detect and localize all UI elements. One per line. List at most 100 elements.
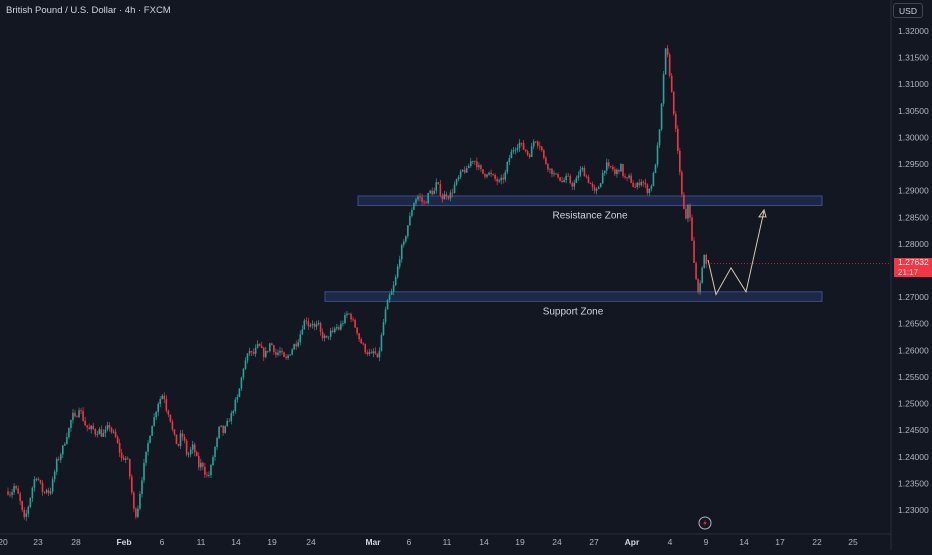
candle-body: [517, 148, 519, 150]
candle-body: [285, 357, 287, 358]
candle-body: [135, 509, 137, 517]
candle-body: [11, 492, 13, 495]
candle-body: [498, 180, 500, 181]
price-tick-label: 1.32000: [898, 26, 929, 36]
candle-body: [500, 178, 502, 181]
candle-body: [113, 432, 115, 433]
candle-body: [350, 314, 352, 320]
last-price-value: 1.27632: [898, 258, 932, 268]
price-tick-label: 1.28000: [898, 239, 929, 249]
candle-body: [624, 176, 626, 177]
time-tick-label: 27: [589, 537, 599, 547]
candle-body: [697, 279, 699, 292]
candle-body: [19, 494, 21, 501]
candle-body: [693, 241, 695, 263]
candle-body: [226, 421, 228, 426]
candle-body: [645, 183, 647, 185]
candle-body: [147, 443, 149, 452]
candle-body: [306, 321, 308, 322]
candle-body: [381, 335, 383, 351]
candle-body: [188, 454, 190, 455]
candle-body: [198, 456, 200, 467]
candle-body: [413, 203, 415, 210]
candle-body: [415, 199, 417, 203]
price-tick-label: 1.28500: [898, 212, 929, 222]
candle-body: [502, 178, 504, 180]
candle-body: [44, 492, 46, 493]
candle-body: [462, 170, 464, 172]
candle-body: [561, 181, 563, 182]
time-tick-label: 22: [812, 537, 822, 547]
last-price-label: 1.27632 21:17: [894, 258, 932, 277]
time-tick-label: 9: [704, 537, 709, 547]
candle-body: [342, 323, 344, 324]
candle-body: [531, 146, 533, 156]
candle-body: [679, 151, 681, 172]
candle-body: [649, 189, 651, 193]
candle-body: [665, 48, 667, 74]
candle-body: [180, 433, 182, 445]
candle-body: [401, 245, 403, 260]
candle-body: [163, 396, 165, 399]
candle-body: [133, 493, 135, 509]
candle-body: [663, 74, 665, 103]
candle-body: [379, 351, 381, 358]
candle-body: [172, 422, 174, 430]
candle-body: [178, 444, 180, 446]
candle-body: [247, 353, 249, 360]
candle-body: [267, 351, 269, 352]
candle-body: [523, 143, 525, 150]
candle-body: [143, 463, 145, 481]
candle-body: [202, 463, 204, 467]
candle-body: [578, 176, 580, 178]
candle-body: [76, 416, 78, 417]
candle-body: [200, 463, 202, 468]
candle-body: [310, 325, 312, 326]
candle-body: [488, 173, 490, 175]
candle-body: [612, 167, 614, 169]
candle-body: [675, 114, 677, 129]
candle-body: [289, 355, 291, 356]
time-tick-label: 11: [197, 537, 206, 547]
candle-body: [97, 434, 99, 435]
candle-body: [423, 202, 425, 203]
candle-body: [218, 427, 220, 438]
symbol-title[interactable]: British Pound / U.S. Dollar · 4h · FXCM: [6, 5, 171, 16]
candle-body: [168, 411, 170, 415]
candle-body: [535, 142, 537, 143]
candle-body: [287, 356, 289, 358]
candle-body: [509, 158, 511, 162]
candle-body: [283, 352, 285, 357]
candle-body: [184, 437, 186, 441]
candle-body: [626, 177, 628, 178]
candle-body: [622, 164, 624, 176]
candle-body: [23, 510, 25, 517]
candle-body: [484, 174, 486, 177]
currency-button[interactable]: USD: [893, 3, 923, 18]
candle-body: [251, 351, 253, 352]
candle-body: [440, 184, 442, 195]
candle-body: [371, 352, 373, 353]
candle-body: [15, 486, 17, 488]
candle-body: [139, 494, 141, 509]
price-tick-label: 1.31500: [898, 53, 929, 63]
candle-body: [657, 145, 659, 164]
candle-body: [196, 452, 198, 456]
candle-body: [539, 146, 541, 147]
candle-body: [265, 351, 267, 357]
candle-body: [153, 417, 155, 426]
candle-body: [647, 185, 649, 194]
candle-body: [295, 344, 297, 346]
candle-body: [92, 426, 94, 429]
candle-body: [409, 216, 411, 225]
time-tick-label: 19: [515, 537, 525, 547]
zone-rect: [325, 292, 822, 302]
candle-body: [30, 498, 32, 507]
candle-body: [573, 183, 575, 187]
candle-body: [586, 176, 588, 177]
zone-label: Resistance Zone: [552, 211, 627, 222]
candle-body: [661, 104, 663, 130]
candle-body: [614, 169, 616, 174]
